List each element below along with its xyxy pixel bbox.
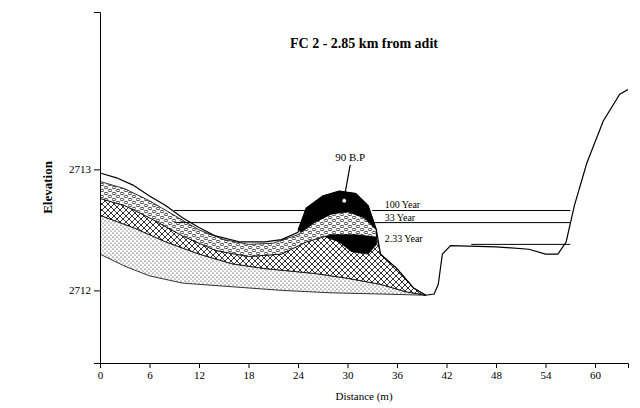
x-tick-mark <box>595 363 596 368</box>
x-tick: 30 <box>343 363 355 381</box>
x-tick-mark <box>348 363 349 368</box>
x-axis: 0 6 12 18 24 30 36 42 48 54 60 <box>98 363 629 381</box>
x-tick-mark <box>496 363 497 368</box>
x-tick-mark <box>447 363 448 368</box>
x-axis-line <box>101 364 629 369</box>
x-tick: 0 <box>98 363 104 381</box>
leader-line <box>344 165 350 198</box>
x-tick-label: 18 <box>244 369 256 381</box>
flood-level <box>174 210 570 211</box>
x-tick: 6 <box>147 363 153 381</box>
y-axis: 2712 2713 <box>69 13 101 364</box>
x-tick: 48 <box>491 363 503 381</box>
flood-level <box>174 222 570 223</box>
x-axis-title: Distance (m) <box>335 390 392 403</box>
chart-title: FC 2 - 2.85 km from adit <box>290 36 438 51</box>
x-tick-label: 0 <box>98 369 104 381</box>
flood-level <box>471 244 570 245</box>
x-tick-mark <box>249 363 250 368</box>
y-tick-mark <box>94 169 100 170</box>
x-tick: 42 <box>442 363 453 381</box>
x-tick: 54 <box>541 363 553 381</box>
annotation-point <box>342 199 346 203</box>
x-tick-label: 60 <box>590 369 602 381</box>
x-tick: 60 <box>590 363 602 381</box>
x-tick-label: 6 <box>147 369 153 381</box>
y-tick-label: 2712 <box>69 284 91 296</box>
x-tick-label: 12 <box>194 369 205 381</box>
x-tick-mark <box>150 363 151 368</box>
flood-labels: 100 Year 33 Year 2.33 Year <box>385 199 424 244</box>
x-tick: 18 <box>244 363 256 381</box>
chart: 90 B.P 100 Year 33 Year 2.33 Year 0 6 12 18 24 30… <box>0 0 640 408</box>
x-tick: 24 <box>293 363 305 381</box>
annotations: 90 B.P <box>335 151 365 198</box>
x-tick-mark <box>199 363 200 368</box>
x-tick-label: 36 <box>392 369 404 381</box>
annotation-label: 90 B.P <box>335 151 365 163</box>
x-tick-mark <box>397 363 398 368</box>
flood-level-label: 2.33 Year <box>385 233 424 244</box>
y-axis-title: Elevation <box>40 160 55 213</box>
ground-profile <box>100 89 628 295</box>
x-tick-label: 30 <box>343 369 355 381</box>
x-tick-mark <box>298 363 299 368</box>
x-tick: 36 <box>392 363 404 381</box>
y-tick-mark <box>94 290 100 291</box>
y-axis-line <box>94 13 101 364</box>
y-tick: 2713 <box>69 163 100 175</box>
x-tick-mark <box>546 363 547 368</box>
x-tick-label: 54 <box>541 369 553 381</box>
flood-level-label: 33 Year <box>385 212 416 223</box>
x-tick: 12 <box>194 363 205 381</box>
flood-level-label: 100 Year <box>385 199 421 210</box>
x-tick-label: 42 <box>442 369 453 381</box>
plot-area <box>100 89 628 295</box>
x-tick-label: 48 <box>491 369 503 381</box>
y-tick: 2712 <box>69 284 100 296</box>
x-tick-label: 24 <box>293 369 305 381</box>
y-tick-label: 2713 <box>69 163 92 175</box>
